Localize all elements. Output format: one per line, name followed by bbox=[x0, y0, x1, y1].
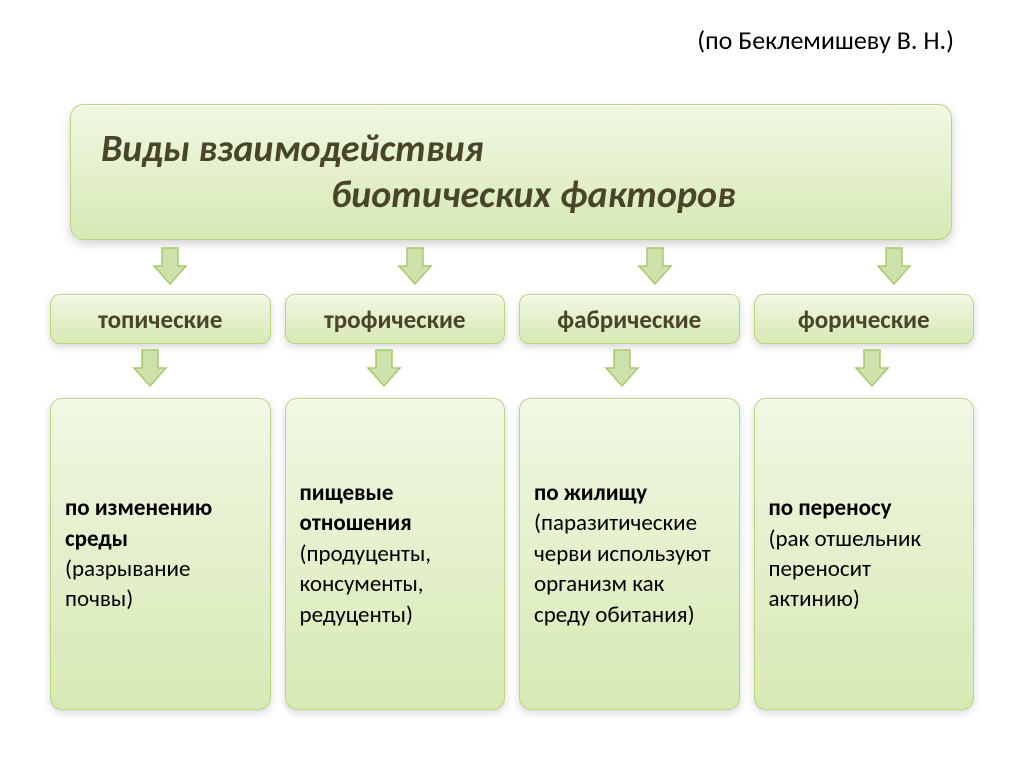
arrow-row-bottom bbox=[0, 348, 1024, 390]
description-row: по изменению среды (разрывание почвы) пи… bbox=[50, 398, 974, 710]
desc-detail: (рак отшельник переносит актинию) bbox=[769, 524, 960, 615]
desc-box-fabric: по жилищу (паразитические черви использу… bbox=[519, 398, 740, 710]
category-box-fabric: фабрические bbox=[519, 294, 740, 344]
desc-bold: пищевые отношения bbox=[300, 478, 491, 539]
arrow-down-icon bbox=[874, 246, 914, 286]
arrow-down-icon bbox=[150, 246, 190, 286]
desc-bold: по переносу bbox=[769, 493, 960, 523]
desc-bold: по изменению среды bbox=[65, 493, 256, 554]
arrow-down-icon bbox=[395, 246, 435, 286]
arrow-down-icon bbox=[602, 348, 642, 388]
category-row: топические трофические фабрические форич… bbox=[50, 294, 974, 344]
attribution-text: (по Беклемишеву В. Н.) bbox=[697, 24, 954, 56]
category-box-phoric: форические bbox=[754, 294, 975, 344]
desc-bold: по жилищу bbox=[534, 478, 725, 508]
category-box-topic: топические bbox=[50, 294, 271, 344]
desc-box-phoric: по переносу (рак отшельник переносит акт… bbox=[754, 398, 975, 710]
title-line-1: Виды взаимодействия bbox=[101, 126, 921, 172]
desc-box-topic: по изменению среды (разрывание почвы) bbox=[50, 398, 271, 710]
arrow-down-icon bbox=[130, 348, 170, 388]
desc-detail: (паразитические черви используют организ… bbox=[534, 508, 725, 629]
title-line-2: биотических факторов bbox=[101, 172, 921, 218]
main-title-box: Виды взаимодействия биотических факторов bbox=[70, 104, 952, 240]
arrow-down-icon bbox=[364, 348, 404, 388]
desc-box-trophic: пищевые отношения (продуценты, консумент… bbox=[285, 398, 506, 710]
category-box-trophic: трофические bbox=[285, 294, 506, 344]
arrow-row-top bbox=[0, 246, 1024, 288]
desc-detail: (разрывание почвы) bbox=[65, 554, 256, 615]
arrow-down-icon bbox=[852, 348, 892, 388]
arrow-down-icon bbox=[635, 246, 675, 286]
desc-detail: (продуценты, консументы, редуценты) bbox=[300, 539, 491, 630]
